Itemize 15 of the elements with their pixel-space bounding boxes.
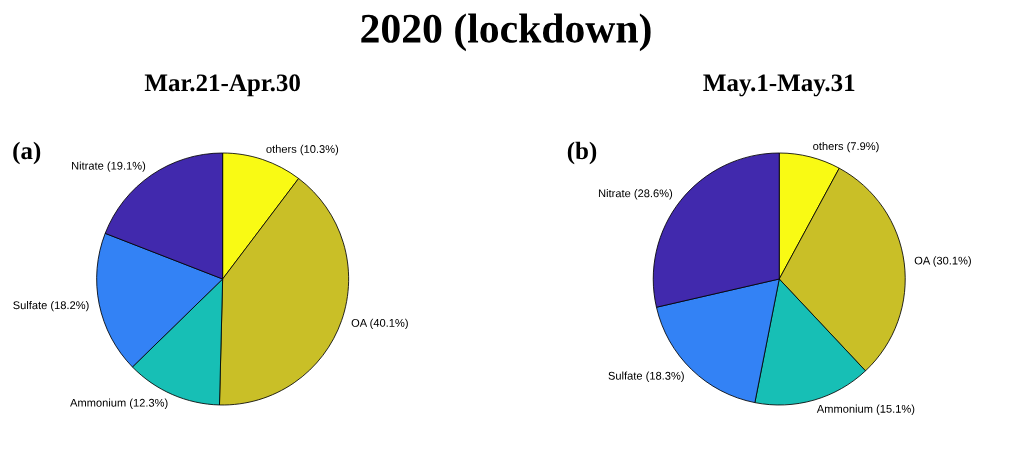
text: (a)	[13, 141, 41, 165]
slice-label: Nitrate (19.1%)	[72, 161, 146, 172]
slice-label: OA (30.1%)	[914, 256, 971, 267]
slice-label: Sulfate (18.3%)	[608, 371, 684, 382]
slice-label: OA (40.1%)	[351, 318, 408, 330]
text: 2020 (lockdown)	[361, 13, 651, 52]
slice-label: Ammonium (15.1%)	[816, 404, 915, 415]
chart-title: Mar.21-Apr.30	[144, 74, 300, 97]
slice-label: others (10.3%)	[266, 144, 339, 156]
text: (b)	[567, 141, 597, 165]
slice-label: Ammonium (12.3%)	[70, 398, 168, 409]
slice-label: others (7.9%)	[813, 141, 879, 153]
chart-title: May.1-May.31	[703, 74, 855, 97]
slice-label: Sulfate (18.2%)	[13, 301, 89, 312]
slice-label: Nitrate (28.6%)	[598, 189, 673, 200]
